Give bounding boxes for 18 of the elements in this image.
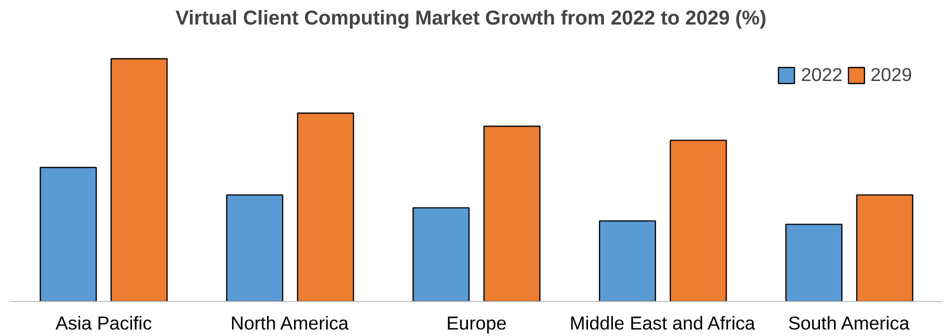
legend-label: 2022 xyxy=(800,64,842,86)
x-tick-label: North America xyxy=(230,312,350,334)
bar xyxy=(296,112,354,302)
bar xyxy=(483,126,540,302)
x-tick-label: South America xyxy=(788,312,910,334)
bar xyxy=(40,166,97,302)
x-tick-label: Asia Pacific xyxy=(55,312,152,334)
bar xyxy=(785,224,842,302)
x-tick-label: Europe xyxy=(446,312,507,334)
chart-title: Virtual Client Computing Market Growth from 2022 to 2029 (%) xyxy=(176,8,766,30)
bar xyxy=(226,194,284,302)
bar xyxy=(856,194,914,302)
bar xyxy=(110,58,168,302)
bar xyxy=(412,207,470,302)
legend-label: 2029 xyxy=(870,64,912,86)
bar xyxy=(670,140,727,302)
x-tick-label: Middle East and Africa xyxy=(570,312,756,334)
bar xyxy=(598,220,656,302)
